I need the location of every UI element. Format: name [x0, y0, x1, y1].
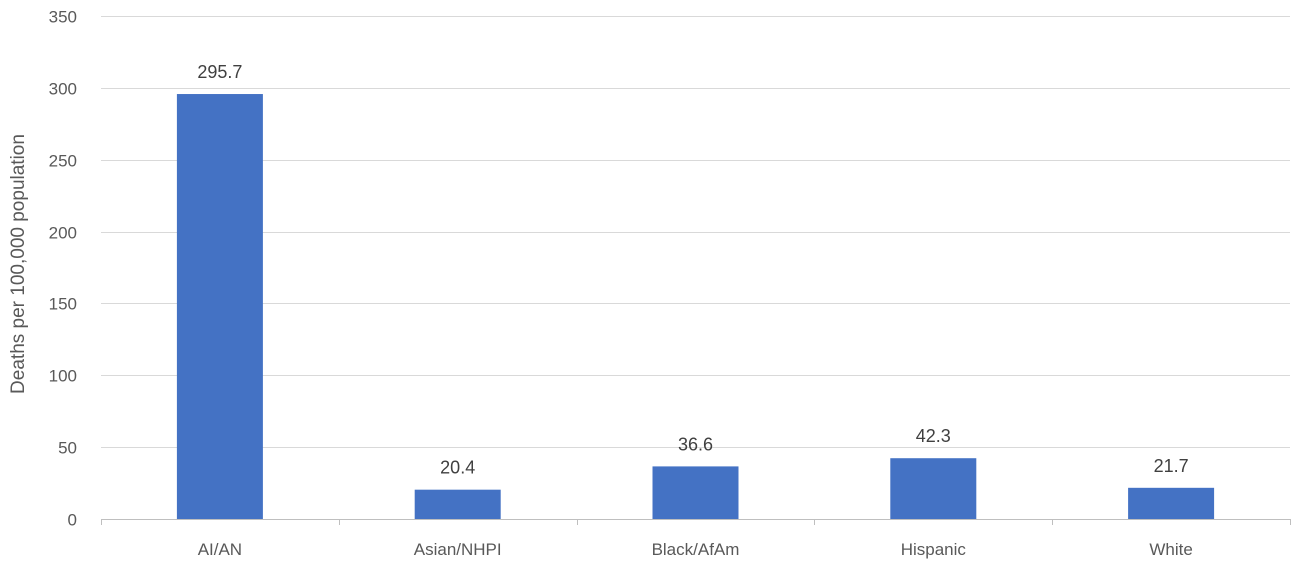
gridlines	[101, 16, 1290, 448]
bar	[414, 489, 501, 519]
y-tick-label: 300	[49, 80, 77, 99]
data-label: 21.7	[1154, 456, 1189, 476]
data-label: 42.3	[916, 426, 951, 446]
bar	[176, 94, 263, 519]
x-tick-label: Asian/NHPI	[414, 540, 502, 559]
x-tick-label: Hispanic	[901, 540, 967, 559]
y-axis-title: Deaths per 100,000 population	[8, 134, 29, 394]
y-tick-label: 200	[49, 224, 77, 243]
bars	[176, 94, 1215, 519]
bar	[1128, 487, 1215, 519]
y-tick-label: 50	[58, 439, 77, 458]
x-tick-label: AI/AN	[198, 540, 242, 559]
y-tick-label: 350	[49, 8, 77, 27]
data-label: 20.4	[440, 458, 475, 478]
bar	[652, 466, 739, 519]
y-tick-labels: 0 50 100 150 200 250 300 350	[49, 8, 77, 530]
y-tick-label: 0	[68, 511, 77, 530]
y-tick-label: 250	[49, 152, 77, 171]
data-label: 295.7	[197, 62, 242, 82]
x-tick-label: Black/AfAm	[652, 540, 740, 559]
data-label: 36.6	[678, 434, 713, 454]
bar	[890, 458, 977, 519]
data-labels: 295.7 20.4 36.6 42.3 21.7	[197, 62, 1188, 478]
x-tick-label: White	[1149, 540, 1192, 559]
y-tick-label: 150	[49, 295, 77, 314]
x-axis: AI/AN Asian/NHPI Black/AfAm Hispanic White	[101, 519, 1291, 559]
y-tick-label: 100	[49, 367, 77, 386]
